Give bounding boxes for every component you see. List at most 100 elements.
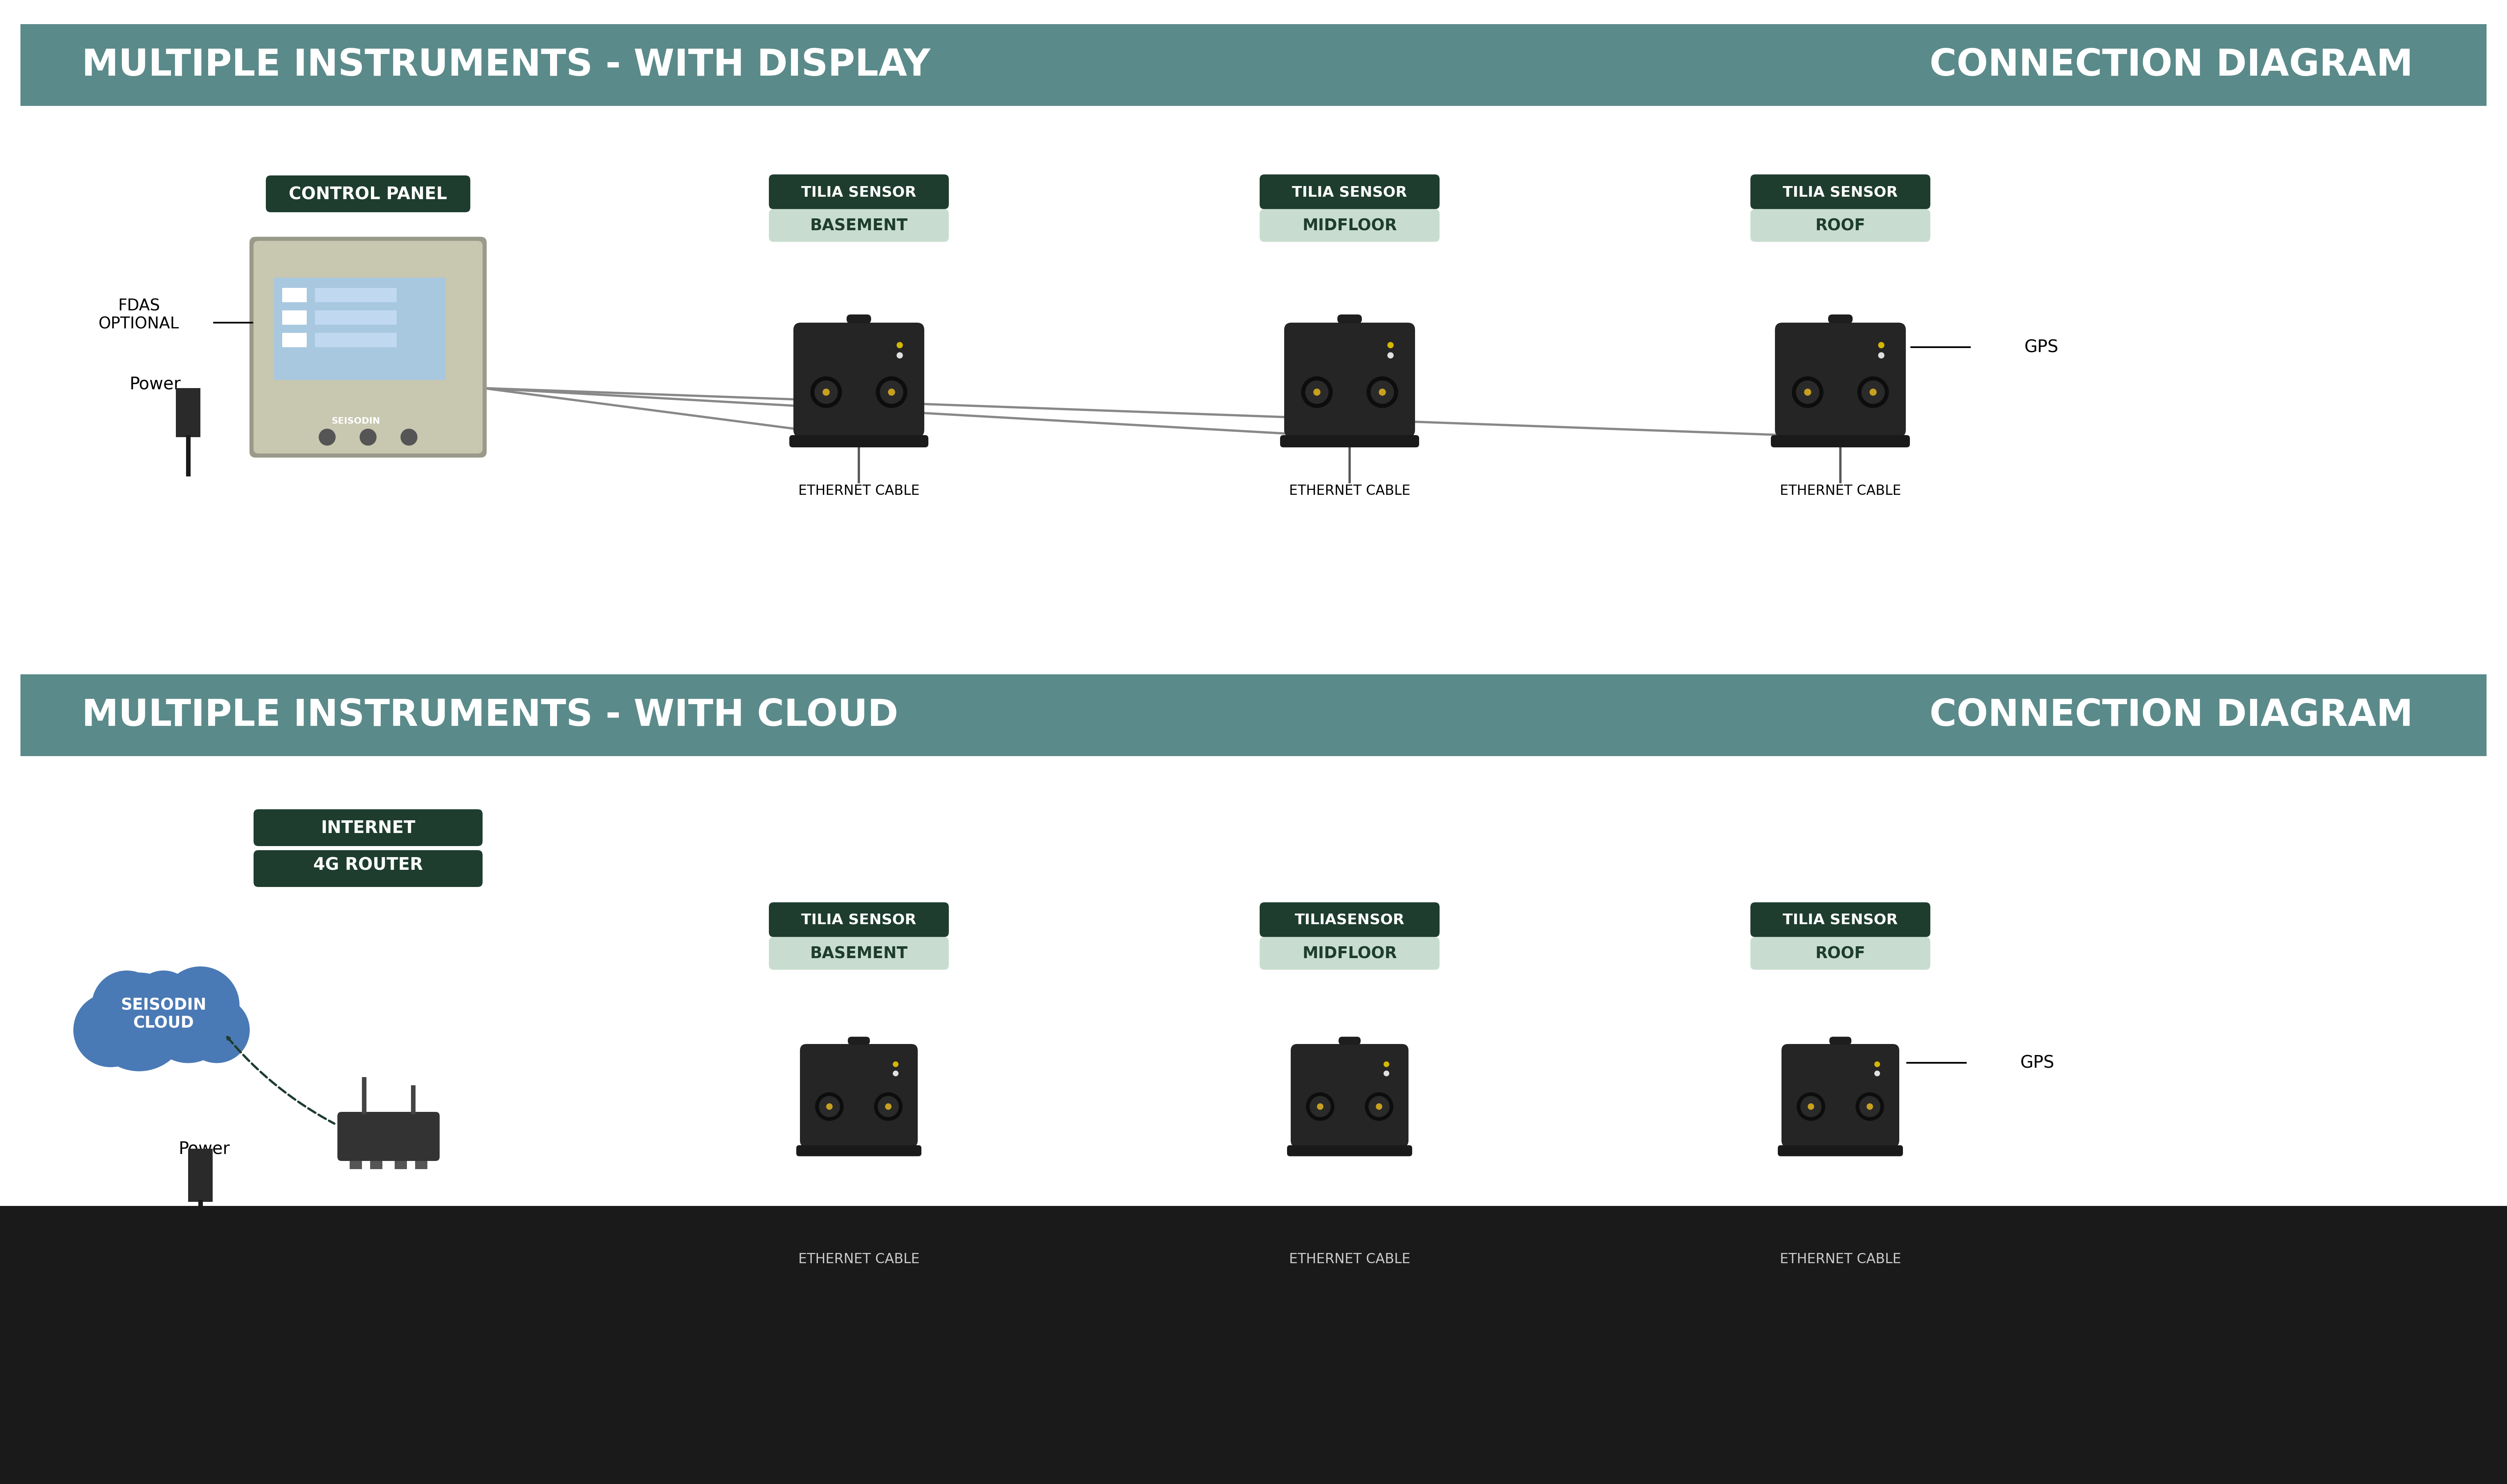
Circle shape [875, 377, 908, 408]
Text: TILIA SENSOR: TILIA SENSOR [1782, 913, 1898, 928]
FancyBboxPatch shape [792, 324, 925, 438]
Circle shape [877, 1097, 898, 1117]
Circle shape [1878, 343, 1885, 349]
Circle shape [1798, 1092, 1825, 1120]
Bar [175, 389, 201, 438]
Circle shape [1805, 389, 1810, 396]
FancyBboxPatch shape [1284, 324, 1414, 438]
Text: CONNECTION DIAGRAM: CONNECTION DIAGRAM [1930, 47, 2412, 83]
Bar [20, 25, 2487, 107]
Text: ROOF: ROOF [1815, 945, 1865, 962]
Circle shape [885, 1104, 890, 1110]
Circle shape [1868, 1104, 1873, 1110]
Circle shape [1369, 1097, 1389, 1117]
Circle shape [1306, 381, 1329, 404]
Circle shape [1376, 1104, 1381, 1110]
FancyBboxPatch shape [338, 1112, 439, 1160]
Text: CONNECTION DIAGRAM: CONNECTION DIAGRAM [1930, 697, 2412, 733]
Bar [273, 278, 446, 380]
Text: TILIA SENSOR: TILIA SENSOR [1291, 186, 1406, 199]
FancyBboxPatch shape [1281, 435, 1419, 448]
Circle shape [1875, 1071, 1880, 1076]
Circle shape [1379, 389, 1386, 396]
Circle shape [1366, 1092, 1394, 1120]
Bar [20, 675, 2487, 757]
Text: ETHERNET CABLE: ETHERNET CABLE [797, 484, 920, 497]
FancyBboxPatch shape [770, 209, 948, 242]
Circle shape [401, 429, 416, 445]
Bar [416, 1160, 426, 1169]
FancyBboxPatch shape [847, 315, 870, 324]
Circle shape [822, 389, 830, 396]
Circle shape [1808, 1104, 1815, 1110]
Bar [316, 310, 396, 325]
Circle shape [1878, 353, 1885, 359]
FancyBboxPatch shape [253, 809, 481, 846]
Circle shape [90, 974, 188, 1071]
FancyBboxPatch shape [1750, 209, 1930, 242]
Text: ETHERNET CABLE: ETHERNET CABLE [1289, 1252, 1411, 1266]
FancyBboxPatch shape [1259, 209, 1439, 242]
FancyBboxPatch shape [1291, 1045, 1409, 1147]
FancyBboxPatch shape [1286, 1146, 1411, 1156]
Text: TILIA SENSOR: TILIA SENSOR [1782, 186, 1898, 199]
Text: GPS: GPS [2021, 1054, 2056, 1071]
Text: MULTIPLE INSTRUMENTS - WITH DISPLAY: MULTIPLE INSTRUMENTS - WITH DISPLAY [83, 47, 930, 83]
Circle shape [1795, 381, 1820, 404]
Text: INTERNET: INTERNET [321, 819, 416, 837]
FancyBboxPatch shape [1828, 315, 1853, 324]
Circle shape [815, 1092, 842, 1120]
Circle shape [1309, 1097, 1331, 1117]
FancyBboxPatch shape [266, 175, 471, 212]
Circle shape [1389, 353, 1394, 359]
Bar [0, 1206, 2507, 1484]
Circle shape [1793, 377, 1823, 408]
Circle shape [160, 968, 238, 1045]
Circle shape [73, 993, 148, 1067]
Text: GPS: GPS [2026, 338, 2058, 356]
FancyBboxPatch shape [1750, 175, 1930, 209]
Text: ROOF: ROOF [1815, 218, 1865, 233]
FancyBboxPatch shape [1770, 435, 1910, 448]
Text: CONTROL PANEL: CONTROL PANEL [288, 186, 446, 203]
Circle shape [898, 343, 903, 349]
Text: 4G ROUTER: 4G ROUTER [313, 856, 424, 873]
FancyBboxPatch shape [253, 242, 481, 454]
Text: TILIASENSOR: TILIASENSOR [1294, 913, 1404, 928]
Circle shape [361, 429, 376, 445]
Circle shape [1860, 1097, 1880, 1117]
FancyBboxPatch shape [1830, 1037, 1850, 1045]
Text: MIDFLOOR: MIDFLOOR [1301, 218, 1396, 233]
Circle shape [810, 377, 842, 408]
Circle shape [1863, 381, 1885, 404]
Circle shape [1384, 1061, 1389, 1067]
Circle shape [827, 1104, 832, 1110]
Text: MULTIPLE INSTRUMENTS - WITH CLOUD: MULTIPLE INSTRUMENTS - WITH CLOUD [83, 697, 898, 733]
FancyBboxPatch shape [770, 175, 948, 209]
FancyBboxPatch shape [1782, 1045, 1900, 1147]
FancyBboxPatch shape [251, 237, 486, 459]
Bar [371, 1160, 384, 1169]
Circle shape [318, 429, 336, 445]
Text: FDAS
OPTIONAL: FDAS OPTIONAL [98, 298, 181, 331]
FancyBboxPatch shape [800, 1045, 918, 1147]
FancyBboxPatch shape [1339, 1037, 1361, 1045]
Circle shape [93, 971, 160, 1040]
Circle shape [133, 971, 193, 1033]
Circle shape [1855, 1092, 1883, 1120]
Bar [394, 1160, 406, 1169]
Circle shape [1800, 1097, 1820, 1117]
Circle shape [183, 997, 251, 1063]
Circle shape [1301, 377, 1331, 408]
Text: ETHERNET CABLE: ETHERNET CABLE [1289, 484, 1411, 497]
Circle shape [898, 353, 903, 359]
Circle shape [1384, 1071, 1389, 1076]
Text: ETHERNET CABLE: ETHERNET CABLE [1780, 484, 1900, 497]
Circle shape [1306, 1092, 1334, 1120]
Text: MIDFLOOR: MIDFLOOR [1301, 945, 1396, 962]
FancyBboxPatch shape [797, 1146, 923, 1156]
Text: Power: Power [178, 1140, 231, 1158]
FancyBboxPatch shape [790, 435, 928, 448]
FancyBboxPatch shape [253, 850, 481, 887]
FancyBboxPatch shape [1336, 315, 1361, 324]
